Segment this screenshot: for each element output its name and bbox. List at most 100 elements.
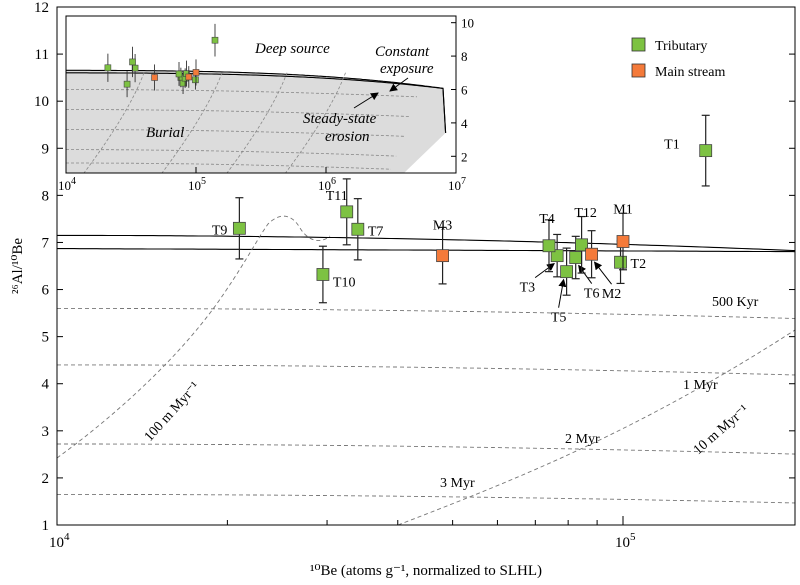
inset-x-tick-label: 107 [448, 176, 466, 193]
inset-marker [123, 80, 131, 88]
inset-data-point [123, 71, 131, 98]
point-label: T3 [520, 281, 536, 296]
point-label: T2 [631, 257, 647, 272]
inset-y-tick-label: 2 [461, 149, 468, 164]
inset-label-steady-state: Steady-state [303, 111, 377, 127]
inset-data-point [104, 53, 112, 82]
pointer-arrow [593, 261, 612, 285]
inset-rate-line [285, 72, 346, 173]
point-label: T5 [551, 311, 567, 326]
inset-isochron [66, 149, 397, 157]
data-point: T6 [569, 235, 600, 302]
data-point: T5 [551, 247, 574, 326]
y-tick-label: 7 [42, 235, 50, 251]
inset-marker [104, 64, 112, 72]
inset-marker [175, 70, 183, 78]
y-tick-label: 3 [42, 424, 50, 440]
point-label: T6 [584, 287, 600, 302]
inset-data-point [151, 64, 158, 91]
data-point: T1 [664, 114, 713, 187]
inset-rate-line [161, 72, 223, 173]
isochron-label-500kyr: 500 Kyr [712, 295, 759, 310]
inset-y-tick-label: 6 [461, 82, 468, 97]
data-marker [699, 144, 713, 158]
data-point: T11 [326, 178, 354, 246]
inset-y-tick-label: 4 [461, 116, 468, 131]
inset-arrow-steady-state [353, 92, 379, 109]
y-tick-label: 5 [42, 330, 50, 346]
isochron-2myr [57, 443, 795, 455]
pointer-arrow [578, 264, 593, 284]
data-marker [351, 222, 365, 236]
inset-constant-exposure-line [66, 69, 447, 133]
x-tick-label: 105 [615, 531, 636, 551]
inset-isochron [66, 89, 418, 98]
inset-label-erosion: erosion [325, 129, 369, 145]
y-tick-label: 8 [42, 188, 50, 204]
isochron-500kyr [57, 307, 795, 319]
isochron-label-2myr: 2 Myr [565, 432, 600, 447]
data-marker [232, 221, 246, 235]
constant-exposure-line [57, 234, 795, 252]
isochron-label-1myr: 1 Myr [683, 378, 718, 393]
data-marker [340, 205, 354, 219]
main-plot-curves [57, 215, 795, 525]
data-marker [542, 239, 556, 253]
isochron-3myr [57, 493, 795, 504]
data-marker [560, 265, 574, 279]
inset-data-points [104, 23, 219, 98]
inset-marker [192, 69, 200, 76]
data-marker [550, 249, 564, 263]
data-marker [316, 268, 330, 281]
y-tick-label: 6 [42, 283, 50, 299]
point-label: T1 [664, 138, 680, 153]
data-point: M3 [433, 219, 452, 285]
point-label: T9 [212, 223, 228, 238]
y-tick-label: 11 [35, 47, 49, 63]
inset-data-point [175, 62, 183, 86]
burial-path-100 [57, 215, 331, 459]
inset-curves [66, 69, 447, 173]
point-label: T12 [574, 206, 597, 221]
point-label: T11 [326, 189, 348, 204]
data-marker [436, 249, 449, 263]
inset-marker [151, 74, 158, 81]
inset-marker [129, 58, 136, 66]
data-point: T7 [351, 198, 383, 261]
inset-data-point [192, 59, 200, 86]
legend-label-tributary: Tributary [655, 39, 707, 54]
inset-frame [65, 15, 457, 174]
data-marker [569, 251, 583, 264]
inset-arrow-constant-exposure [389, 77, 409, 92]
inset-x-tick-label: 104 [58, 176, 76, 193]
inset-label-constant: Constant [375, 44, 430, 60]
inset-steady-state-line [66, 72, 447, 133]
legend-label-main-stream: Main stream [655, 65, 725, 80]
data-point: M2 [585, 230, 621, 302]
isochron-1myr [57, 364, 795, 376]
inset-rate-line [83, 72, 145, 173]
inset-data-point [185, 66, 193, 88]
point-label: M2 [602, 287, 621, 302]
data-marker [616, 235, 630, 248]
data-marker [575, 238, 589, 252]
inset-isochron [66, 129, 405, 137]
y-tick-label: 10 [34, 94, 49, 110]
main-plot-frame [56, 6, 796, 526]
erosion-label-100: 100 m Myr⁻¹ [142, 379, 203, 444]
erosion-label-10: 10 m Myr⁻¹ [691, 402, 752, 458]
legend-swatch-tributary [631, 37, 646, 52]
x-tick-label: 104 [49, 531, 70, 551]
inset-data-point [211, 23, 219, 57]
point-label: M1 [613, 203, 632, 218]
inset-isochron [66, 162, 392, 170]
y-tick-label: 9 [42, 141, 50, 157]
point-label: T4 [539, 212, 555, 227]
point-label: M3 [433, 219, 452, 234]
inset-y-tick-label: 8 [461, 49, 468, 64]
inset-data-point [129, 46, 136, 78]
legend: Tributary Main stream [631, 37, 725, 80]
x-axis-label: ¹⁰Be (atoms g⁻¹, normalized to SLHL) [310, 563, 542, 579]
